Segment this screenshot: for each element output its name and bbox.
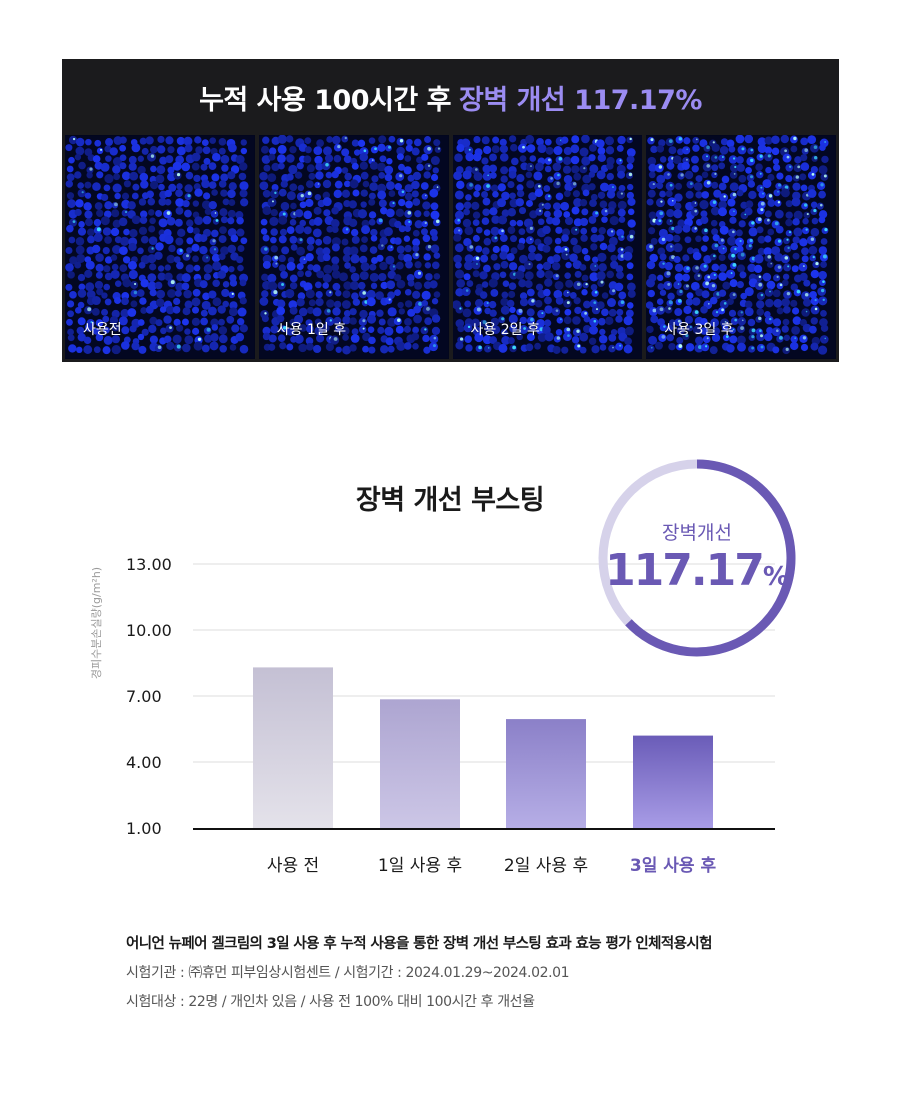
- y-tick-label: 4.00: [126, 753, 162, 772]
- x-category-label: 사용 전: [267, 856, 319, 876]
- bar: [380, 699, 460, 828]
- improvement-badge: 장벽개선 117.17%: [597, 458, 797, 658]
- scan-image-graphic: [646, 135, 836, 359]
- x-category-label: 3일 사용 후: [630, 855, 717, 876]
- y-tick-label: 1.00: [126, 819, 162, 838]
- bar-chart: 13.00 10.00 7.00 4.00 1.00 사용 전 1일 사용 후 2일 사용 후…: [126, 459, 796, 876]
- results-image-panel: 누적 사용 100시간 후 장벽 개선 117.17% 사용전 사용 1일 후 …: [62, 59, 839, 362]
- scan-label: 사용전: [83, 322, 122, 338]
- scan-image-graphic: [452, 135, 643, 359]
- study-notes: 어니언 뉴페어 겔크림의 3일 사용 후 누적 사용을 통한 장벽 개선 부스팅…: [126, 932, 826, 1011]
- scan-image-day2: 사용 2일 후: [452, 135, 643, 359]
- scan-image-day1: 사용 1일 후: [258, 135, 449, 359]
- scan-label: 사용 2일 후: [470, 322, 540, 338]
- scan-image-graphic: [65, 135, 255, 359]
- scan-image-before: 사용전: [65, 135, 255, 359]
- note-subjects: 시험대상 : 22명 / 개인차 있음 / 사용 전 100% 대비 100시간…: [126, 994, 535, 1010]
- panel-title-main: 누적 사용 100시간 후: [199, 84, 452, 116]
- y-tick-label: 10.00: [126, 621, 172, 640]
- panel-title: 누적 사용 100시간 후 장벽 개선 117.17%: [62, 59, 839, 135]
- y-tick-label: 13.00: [126, 555, 172, 574]
- badge-unit: %: [762, 561, 789, 592]
- scan-image-day3: 사용 3일 후: [646, 135, 836, 359]
- note-headline: 어니언 뉴페어 겔크림의 3일 사용 후 누적 사용을 통한 장벽 개선 부스팅…: [126, 936, 712, 952]
- scan-image-graphic: [258, 135, 449, 359]
- badge-number: 117.17: [605, 544, 765, 596]
- scan-image-row: 사용전 사용 1일 후 사용 2일 후 사용 3일 후: [65, 135, 836, 359]
- y-tick-label: 7.00: [126, 687, 162, 706]
- panel-title-highlight: 장벽 개선 117.17%: [459, 84, 702, 116]
- x-category-label: 2일 사용 후: [504, 856, 588, 876]
- scan-label: 사용 1일 후: [276, 322, 347, 338]
- bar: [253, 667, 333, 828]
- chart-title: 장벽 개선 부스팅: [355, 485, 545, 516]
- badge-label: 장벽개선: [662, 521, 732, 544]
- bar: [506, 719, 586, 828]
- ring-progress-arc: [625, 459, 796, 657]
- scan-label: 사용 3일 후: [664, 322, 734, 338]
- x-category-label: 1일 사용 후: [378, 856, 462, 876]
- y-axis-label: 경피수분손실량(g/m²h): [90, 566, 103, 680]
- bar: [633, 735, 713, 828]
- note-institution: 시험기관 : ㈜휴먼 피부임상시험센트 / 시험기간 : 2024.01.29~…: [126, 965, 570, 981]
- badge-value: 117.17%: [605, 545, 789, 603]
